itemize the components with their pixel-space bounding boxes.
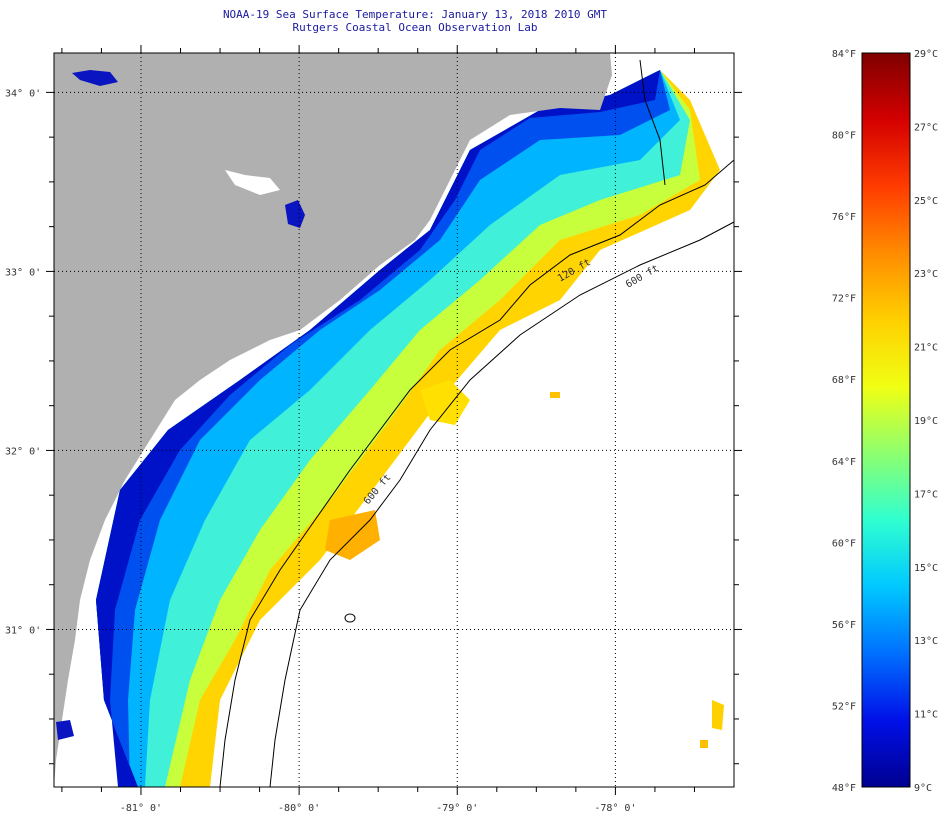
sst-field <box>96 70 720 787</box>
map-title: NOAA-19 Sea Surface Temperature: January… <box>222 8 608 21</box>
longitude-labels: -81° 0' -80° 0' -79° 0' -78° 0' <box>120 803 637 814</box>
colorbar-c-label: 19°C <box>914 416 938 427</box>
latitude-labels: 34° 0' 33° 0' 32° 0' 31° 0' <box>5 88 41 636</box>
colorbar-c-label: 29°C <box>914 49 938 60</box>
contour-120ft <box>219 159 734 787</box>
lon-tick-label: -80° 0' <box>278 803 320 814</box>
colorbar-fahrenheit-labels: 84°F 80°F 76°F 72°F 68°F 64°F 60°F 56°F 52°F 48°F <box>832 49 856 794</box>
colorbar-scale <box>861 52 911 788</box>
colorbar-f-label: 52°F <box>832 701 856 712</box>
colorbar-f-label: 76°F <box>832 212 856 223</box>
frame-ticks <box>46 45 742 795</box>
colorbar-f-label: 60°F <box>832 538 856 549</box>
colorbar-c-label: 11°C <box>914 710 938 721</box>
colorbar-f-label: 68°F <box>832 375 856 386</box>
lat-tick-label: 32° 0' <box>5 446 41 457</box>
colorbar-c-label: 17°C <box>914 489 938 500</box>
colorbar-celsius-labels: 29°C 27°C 25°C 23°C 21°C 19°C 17°C 15°C 13°C 11°C… <box>914 49 938 794</box>
colorbar-c-label: 27°C <box>914 122 938 133</box>
colorbar-f-label: 72°F <box>832 294 856 305</box>
lon-tick-label: -81° 0' <box>120 803 162 814</box>
map-subtitle: Rutgers Coastal Ocean Observation Lab <box>292 21 538 34</box>
colorbar-c-label: 13°C <box>914 636 938 647</box>
land-mass <box>54 53 612 787</box>
map-frame <box>53 52 735 788</box>
contour-ring <box>344 613 356 623</box>
colorbar-c-label: 23°C <box>914 269 938 280</box>
depth-contours <box>219 59 734 787</box>
colorbar-c-label: 25°C <box>914 196 938 207</box>
colorbar-f-label: 48°F <box>832 783 856 794</box>
colorbar-f-label: 56°F <box>832 620 856 631</box>
lon-tick-label: -78° 0' <box>594 803 636 814</box>
lat-tick-label: 31° 0' <box>5 625 41 636</box>
lat-tick-label: 33° 0' <box>5 267 41 278</box>
colorbar-c-label: 9°C <box>914 783 932 794</box>
colorbar-f-label: 80°F <box>832 131 856 142</box>
colorbar-c-label: 15°C <box>914 563 938 574</box>
lat-tick-label: 34° 0' <box>5 88 41 99</box>
contour-coastline <box>639 59 666 186</box>
warm-patches <box>325 380 724 748</box>
colorbar-f-label: 84°F <box>832 49 856 60</box>
lon-tick-label: -79° 0' <box>436 803 478 814</box>
lat-lon-grid <box>54 53 734 787</box>
colorbar-f-label: 64°F <box>832 457 856 468</box>
contour-600ft <box>269 221 734 787</box>
colorbar-c-label: 21°C <box>914 343 938 354</box>
inland-water <box>56 58 660 740</box>
